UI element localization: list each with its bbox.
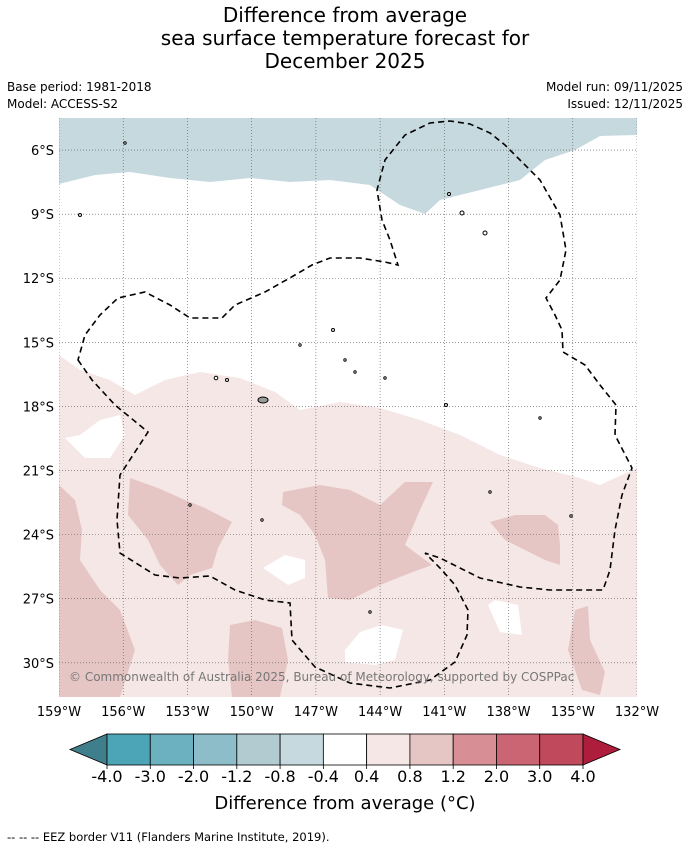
- latitude-labels: 6°S 9°S 12°S 15°S 18°S 21°S 24°S 27°S 30°S: [23, 144, 54, 672]
- colorbar-segment: [106, 733, 151, 766]
- colorbar-tick-label: -3.0: [135, 767, 166, 786]
- island: [383, 376, 387, 380]
- colorbar-tick-label: 2.0: [484, 767, 509, 786]
- lon-tick-label: 159°W: [37, 705, 81, 720]
- island: [444, 403, 448, 407]
- lat-tick-label: 9°S: [31, 208, 54, 223]
- colorbar-segment: [322, 733, 368, 766]
- lon-tick-label: 147°W: [294, 705, 338, 720]
- colorbar-tick-label: -1.2: [221, 767, 252, 786]
- lat-tick-label: 30°S: [23, 657, 54, 672]
- colorbar-tick-label: 0.4: [354, 767, 379, 786]
- colorbar-segment: [409, 733, 454, 766]
- warm-anomaly-patch-3: [490, 515, 560, 565]
- lat-tick-label: 27°S: [23, 593, 54, 608]
- warm-anomaly-patch-5: [228, 620, 288, 697]
- island: [78, 213, 82, 217]
- island: [447, 192, 451, 196]
- colorbar-extend-high: [582, 733, 622, 766]
- neutral-pocket-2: [345, 625, 403, 665]
- island: [331, 328, 335, 332]
- lon-tick-label: 135°W: [551, 705, 595, 720]
- lat-tick-label: 15°S: [23, 336, 54, 351]
- neutral-pocket-3: [488, 600, 522, 635]
- warm-anomaly-patch-4: [59, 485, 135, 697]
- eez-footnote: -- -- -- EEZ border V11 (Flanders Marine…: [7, 830, 330, 844]
- island: [213, 375, 219, 381]
- lat-tick-label: 18°S: [23, 400, 54, 415]
- colorbar-tick-label: -4.0: [91, 767, 122, 786]
- lat-tick-label: 24°S: [23, 529, 54, 544]
- colorbar-tick-label: 1.2: [440, 767, 465, 786]
- island-tahiti: [257, 396, 269, 404]
- colorbar-segment: [193, 733, 238, 766]
- island: [488, 490, 492, 494]
- colorbar-tick-label: -0.4: [308, 767, 339, 786]
- lon-tick-label: 150°W: [230, 705, 274, 720]
- grid-lines: [59, 118, 637, 697]
- colorbar-segment: [452, 733, 497, 766]
- island: [353, 370, 357, 374]
- island: [225, 378, 229, 382]
- lon-tick-label: 132°W: [615, 705, 659, 720]
- colorbar-tick-label: 3.0: [527, 767, 552, 786]
- title-line-1: Difference from average: [222, 3, 468, 27]
- warm-anomaly-patch-1: [128, 478, 232, 585]
- warm-anomaly-patch-2: [282, 482, 433, 600]
- colorbar-extend-low: [68, 733, 108, 766]
- eez-border-main: [77, 120, 633, 689]
- lat-tick-label: 21°S: [23, 465, 54, 480]
- island: [482, 230, 488, 236]
- island: [188, 503, 192, 507]
- cool-anomaly-region: [59, 118, 637, 214]
- model-run: Model run: 09/11/2025: [545, 80, 683, 94]
- lon-tick-label: 144°W: [358, 705, 402, 720]
- lat-tick-label: 12°S: [23, 272, 54, 287]
- island: [123, 141, 127, 145]
- longitude-labels: 159°W 156°W 153°W 150°W 147°W 144°W 141°W 138°W…: [37, 705, 659, 720]
- colorbar-tick-label: 4.0: [570, 767, 595, 786]
- colorbar-tick-label: -0.8: [264, 767, 295, 786]
- title-line-3: December 2025: [264, 49, 426, 73]
- neutral-pocket-1: [263, 555, 305, 585]
- lat-tick-label: 6°S: [31, 144, 54, 159]
- map-plot-area: [59, 118, 637, 697]
- island: [298, 343, 302, 347]
- lon-tick-label: 156°W: [101, 705, 145, 720]
- colorbar-segment: [279, 733, 324, 766]
- island: [569, 514, 573, 518]
- copyright-notice: © Commonwealth of Australia 2025, Bureau…: [69, 670, 574, 684]
- colorbar-segment: [539, 733, 584, 766]
- lon-tick-label: 138°W: [486, 705, 530, 720]
- lon-tick-label: 153°W: [165, 705, 209, 720]
- island: [538, 416, 542, 420]
- colorbar-segment: [149, 733, 194, 766]
- colorbar-tick-label: 0.8: [397, 767, 422, 786]
- meta-left: Base period: 1981-2018 Model: ACCESS-S2: [7, 79, 152, 113]
- warm-anomaly-patch-6: [568, 606, 605, 695]
- islands: [78, 141, 573, 614]
- colorbar-segment: [236, 733, 281, 766]
- issued-date: Issued: 12/11/2025: [567, 97, 683, 111]
- island: [343, 358, 347, 362]
- model-name: Model: ACCESS-S2: [7, 97, 119, 111]
- title-line-2: sea surface temperature forecast for: [160, 26, 530, 50]
- colorbar-segment: [366, 733, 411, 766]
- map-title: Difference from average sea surface temp…: [0, 4, 690, 73]
- neutral-pocket-4: [65, 415, 125, 458]
- meta-right: Model run: 09/11/2025 Issued: 12/11/2025: [546, 79, 683, 113]
- island: [260, 518, 264, 522]
- eez-border: [77, 120, 633, 689]
- base-period: Base period: 1981-2018: [7, 80, 152, 94]
- lon-tick-label: 141°W: [422, 705, 466, 720]
- island: [368, 610, 372, 614]
- colorbar: -4.0 -3.0 -2.0 -1.2 -0.8 -0.4 0.4 0.8 1.2 2.0 3.0 4…: [68, 733, 622, 786]
- island: [459, 210, 465, 216]
- colorbar-title: Difference from average (°C): [214, 793, 476, 814]
- colorbar-segment: [496, 733, 541, 766]
- colorbar-tick-label: -2.0: [178, 767, 209, 786]
